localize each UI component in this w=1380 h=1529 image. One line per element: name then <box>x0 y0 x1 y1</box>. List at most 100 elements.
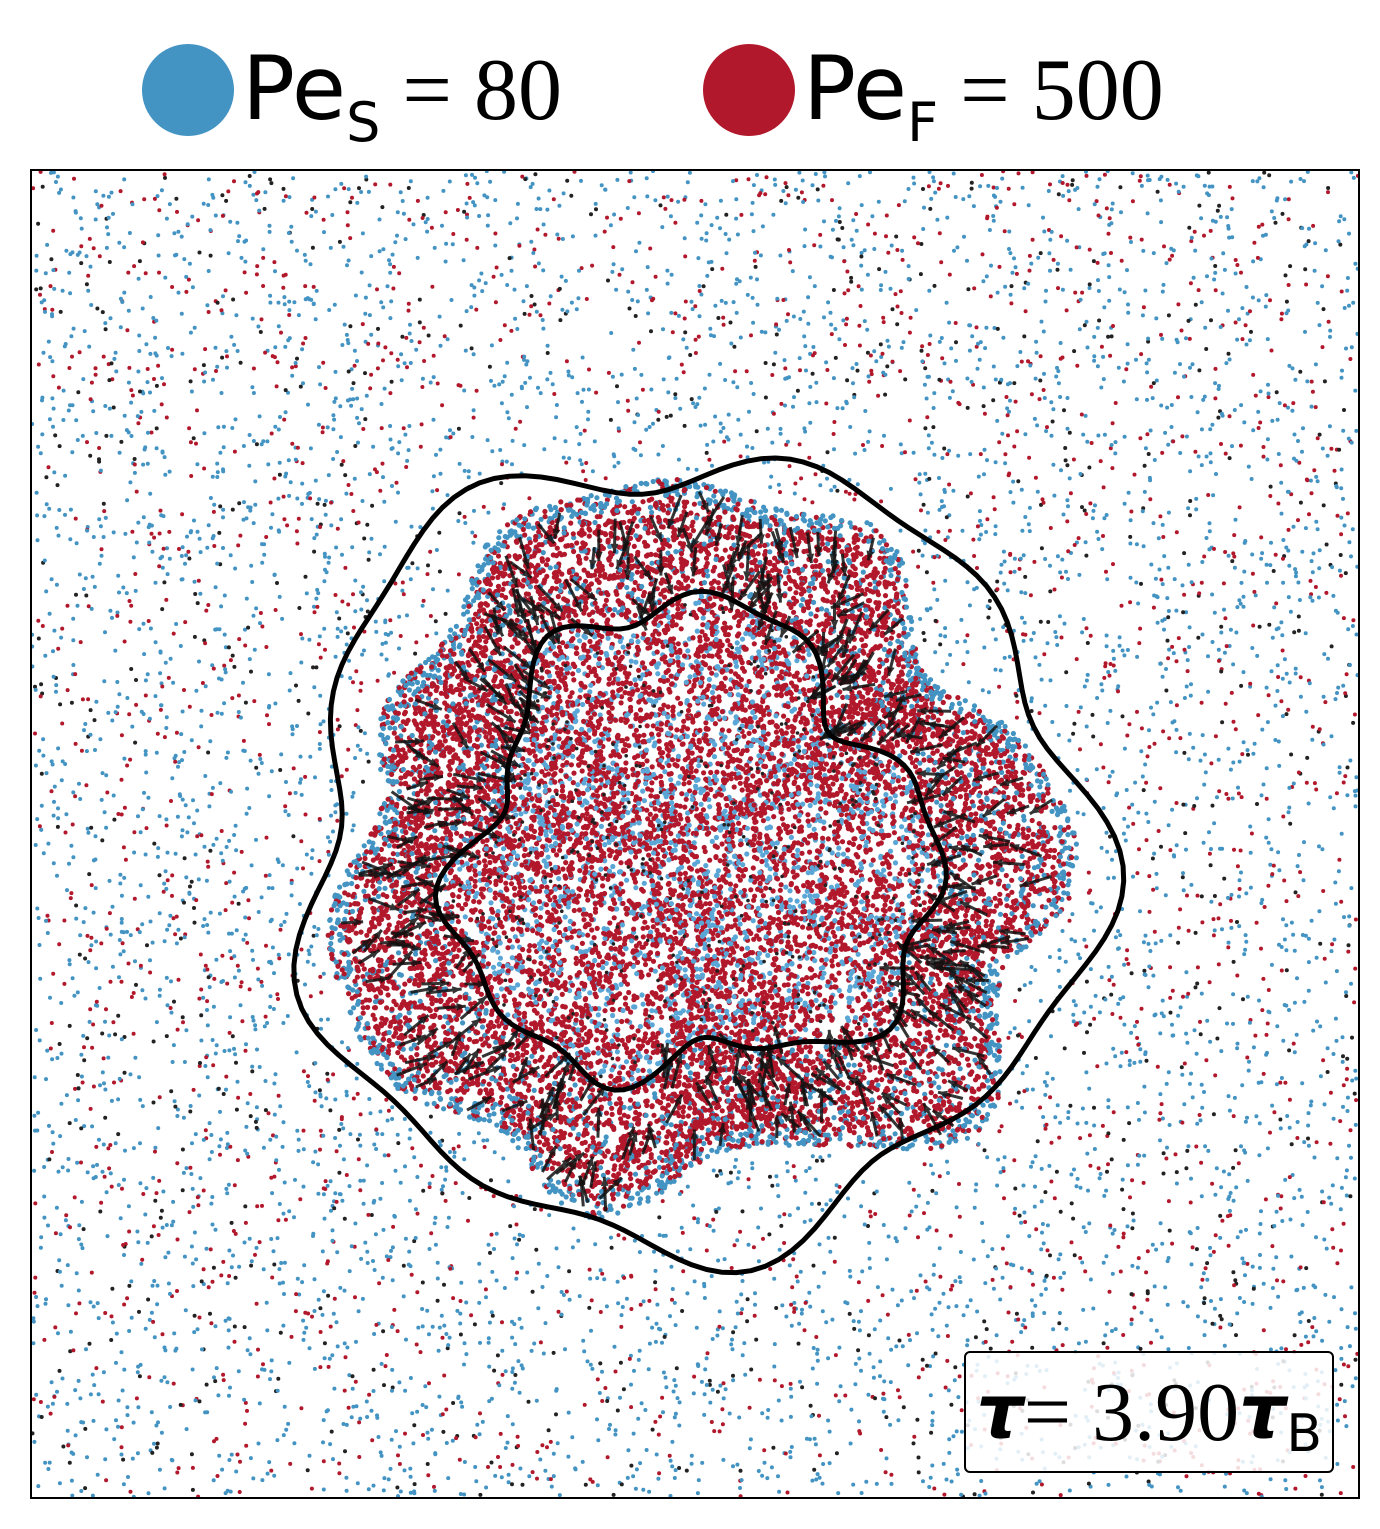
gas-particle <box>929 1393 933 1397</box>
gas-particle <box>1252 1045 1256 1049</box>
gas-particle <box>256 967 260 971</box>
gas-particle <box>1196 1314 1200 1318</box>
gas-particle <box>304 575 308 579</box>
gas-particle <box>224 1088 228 1092</box>
gas-particle <box>336 527 340 531</box>
gas-particle <box>672 1390 676 1394</box>
gas-particle <box>1297 629 1301 633</box>
gas-particle <box>1190 1262 1194 1266</box>
gas-particle <box>580 462 584 466</box>
gas-particle <box>770 1184 774 1188</box>
gas-particle <box>927 1485 931 1489</box>
gas-particle <box>318 742 322 746</box>
gas-particle <box>209 1321 213 1325</box>
gas-particle <box>118 938 122 942</box>
gas-particle <box>389 1467 393 1471</box>
gas-particle <box>1187 226 1191 230</box>
gas-particle <box>786 312 790 316</box>
gas-particle <box>1229 628 1233 632</box>
gas-particle <box>436 1299 440 1303</box>
gas-particle <box>306 1074 310 1078</box>
gas-particle <box>939 633 943 637</box>
gas-particle <box>133 897 137 901</box>
gas-particle <box>1019 590 1023 594</box>
gas-particle <box>1088 286 1092 290</box>
gas-particle <box>287 813 291 817</box>
gas-particle <box>663 207 667 211</box>
gas-particle <box>1178 451 1182 455</box>
gas-particle <box>52 800 56 804</box>
gas-particle <box>155 1446 159 1450</box>
gas-particle <box>1276 850 1280 854</box>
gas-particle <box>930 1189 934 1193</box>
gas-particle <box>1149 706 1153 710</box>
gas-particle <box>227 1328 231 1332</box>
gas-particle <box>1087 466 1091 470</box>
gas-particle <box>113 1032 117 1036</box>
gas-particle <box>136 521 140 525</box>
gas-particle <box>345 1346 349 1350</box>
gas-particle <box>804 369 808 373</box>
gas-particle <box>440 1188 444 1192</box>
gas-particle <box>790 1445 794 1449</box>
gas-particle <box>683 254 687 258</box>
gas-particle <box>742 1341 746 1345</box>
gas-particle <box>36 1304 40 1308</box>
gas-particle <box>1219 215 1223 219</box>
gas-particle <box>253 1027 257 1031</box>
gas-particle <box>1184 970 1188 974</box>
gas-particle <box>158 671 162 675</box>
gas-particle <box>1105 1062 1109 1066</box>
gas-particle <box>342 245 346 249</box>
gas-particle <box>92 535 96 539</box>
gas-particle <box>171 1060 175 1064</box>
gas-particle <box>739 1494 743 1497</box>
gas-particle <box>863 448 867 452</box>
gas-particle <box>844 490 848 494</box>
gas-particle <box>477 1262 481 1266</box>
gas-particle <box>1056 554 1060 558</box>
gas-particle <box>694 338 698 342</box>
gas-particle <box>196 1203 200 1207</box>
gas-particle <box>1098 1176 1102 1180</box>
gas-particle <box>309 945 313 949</box>
gas-particle <box>163 1346 167 1350</box>
gas-particle <box>1101 766 1105 770</box>
gas-particle <box>734 217 738 221</box>
gas-particle <box>347 187 351 191</box>
gas-particle <box>126 1413 130 1417</box>
gas-particle <box>522 443 526 447</box>
gas-particle <box>1215 1037 1219 1041</box>
gas-particle <box>135 490 139 494</box>
gas-particle <box>807 401 811 405</box>
gas-particle <box>188 885 192 889</box>
gas-particle <box>985 274 989 278</box>
gas-particle <box>1345 289 1349 293</box>
gas-particle <box>629 1405 633 1409</box>
gas-particle <box>479 272 483 276</box>
gas-particle <box>1223 651 1227 655</box>
gas-particle <box>705 1249 709 1253</box>
gas-particle <box>1353 262 1357 266</box>
gas-particle <box>1288 1175 1292 1179</box>
gas-particle <box>366 1261 370 1265</box>
gas-particle <box>158 988 162 992</box>
gas-particle <box>183 1255 187 1259</box>
gas-particle <box>222 425 226 429</box>
gas-particle <box>1020 529 1024 533</box>
gas-particle <box>117 1399 121 1403</box>
gas-particle <box>336 1344 340 1348</box>
gas-particle <box>1199 759 1203 763</box>
gas-particle <box>202 1189 206 1193</box>
gas-particle <box>1118 644 1122 648</box>
gas-particle <box>542 223 546 227</box>
gas-particle <box>55 874 59 878</box>
gas-particle <box>1281 815 1285 819</box>
gas-particle <box>961 529 965 533</box>
gas-particle <box>249 564 253 568</box>
gas-particle <box>407 424 411 428</box>
gas-particle <box>309 214 313 218</box>
gas-particle <box>442 1283 446 1287</box>
gas-particle <box>1028 506 1032 510</box>
gas-particle <box>513 1381 517 1385</box>
